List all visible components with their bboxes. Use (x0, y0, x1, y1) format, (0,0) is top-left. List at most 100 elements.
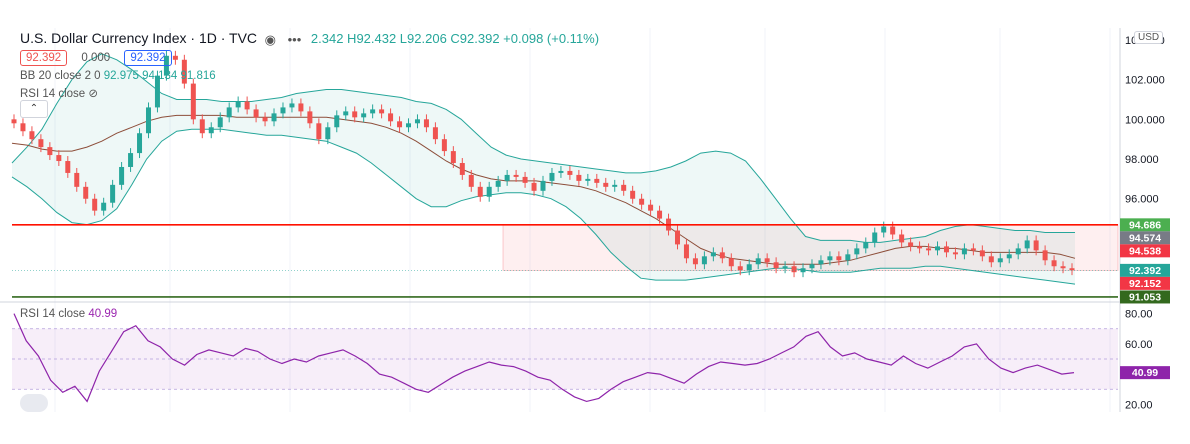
sell-price-button[interactable]: 92.392 (20, 50, 68, 66)
candle (325, 127, 331, 140)
candle (701, 256, 707, 265)
candle (423, 119, 429, 128)
rsi-value-text: 40.99 (1132, 367, 1158, 379)
candle (352, 111, 358, 118)
candle (370, 109, 376, 114)
candle (343, 111, 349, 116)
price-label-box (1120, 218, 1170, 232)
candle (316, 123, 322, 140)
tradingview-logo-icon[interactable] (20, 394, 48, 412)
currency-label[interactable]: USD (1134, 31, 1164, 44)
candle (145, 107, 151, 134)
candle (791, 266, 797, 273)
main-price-pane (11, 28, 1119, 412)
candle (199, 119, 205, 134)
candle (513, 174, 519, 177)
candle (271, 113, 277, 122)
candle (809, 264, 815, 269)
candle (567, 170, 573, 175)
candle (773, 262, 779, 269)
bb-upper-line (11, 53, 1075, 243)
rsi-label: RSI 14 close (20, 88, 86, 100)
candle (863, 242, 869, 249)
candle (648, 204, 654, 211)
candle (657, 210, 663, 219)
price-label-box (1120, 290, 1170, 304)
candle (244, 101, 250, 110)
candle (836, 256, 842, 261)
price-label-box (1120, 263, 1170, 277)
candle (943, 246, 949, 253)
candle (827, 256, 833, 261)
candle (486, 186, 492, 197)
candle (172, 55, 178, 60)
candle (1051, 260, 1057, 267)
collapse-legend-button[interactable]: ⌃ (20, 100, 48, 118)
price-label-text: 92.392 (1129, 265, 1161, 277)
price-tick-label: 102.000 (1125, 75, 1165, 87)
candle (414, 119, 420, 124)
candle (522, 176, 528, 183)
candle (208, 127, 214, 134)
price-label-text: 94.686 (1129, 219, 1161, 231)
candle (674, 230, 680, 245)
candle (970, 248, 976, 251)
candle (1033, 240, 1039, 251)
candle (719, 252, 725, 259)
candle (101, 202, 107, 211)
candle (782, 266, 788, 269)
candle (11, 119, 17, 124)
bb-label: BB 20 close 2 0 (20, 70, 101, 82)
candle (1060, 266, 1066, 269)
price-label-box (1120, 276, 1170, 290)
candle (710, 252, 716, 257)
candle (988, 256, 994, 263)
candle (692, 258, 698, 265)
candle (154, 75, 160, 108)
candle (47, 147, 53, 156)
candle (38, 139, 44, 148)
bb-indicator-legend[interactable]: BB 20 close 2 0 92.975 94.134 91.816 (20, 70, 216, 82)
candle (630, 190, 636, 199)
price-label-text: 94.538 (1129, 245, 1161, 257)
candle (280, 107, 286, 114)
ohlc-values: 2.342 H92.432 L92.206 C92.392 +0.098 (+0… (310, 31, 600, 46)
candle (334, 115, 340, 128)
candle (1042, 250, 1048, 261)
candle (899, 234, 905, 243)
candle (307, 111, 313, 124)
price-label-box (1120, 244, 1170, 258)
candle (397, 121, 403, 128)
candle (746, 264, 752, 271)
eye-icon[interactable]: ◉ (264, 31, 276, 47)
rsi-pane-legend[interactable]: RSI 14 close 40.99 (20, 308, 117, 320)
candle (890, 226, 896, 235)
candle (298, 103, 304, 112)
rsi-indicator-legend[interactable]: RSI 14 close ⊘ (20, 86, 98, 100)
candle (531, 182, 537, 191)
candle (908, 242, 914, 247)
more-icon[interactable]: ••• (287, 32, 302, 48)
price-label-text: 94.574 (1129, 232, 1161, 244)
candle (388, 113, 394, 122)
candle (20, 123, 26, 132)
candle (1006, 254, 1012, 259)
candle (226, 107, 232, 118)
candle (728, 258, 734, 267)
candle (441, 139, 447, 152)
buy-price-button[interactable]: 92.392 (124, 50, 172, 66)
candle (190, 83, 196, 120)
candle (56, 155, 62, 162)
candle (737, 266, 743, 271)
price-label-text: 91.053 (1129, 291, 1161, 303)
candle (1069, 268, 1075, 271)
symbol-title[interactable]: U.S. Dollar Currency Index · 1D · TVC (20, 30, 258, 46)
price-label-text: 92.152 (1129, 278, 1161, 290)
candle (603, 182, 609, 187)
candle (639, 198, 645, 205)
candle (92, 198, 98, 211)
candle (128, 153, 134, 167)
candle (468, 174, 474, 187)
hidden-eye-icon[interactable]: ⊘ (88, 88, 99, 100)
